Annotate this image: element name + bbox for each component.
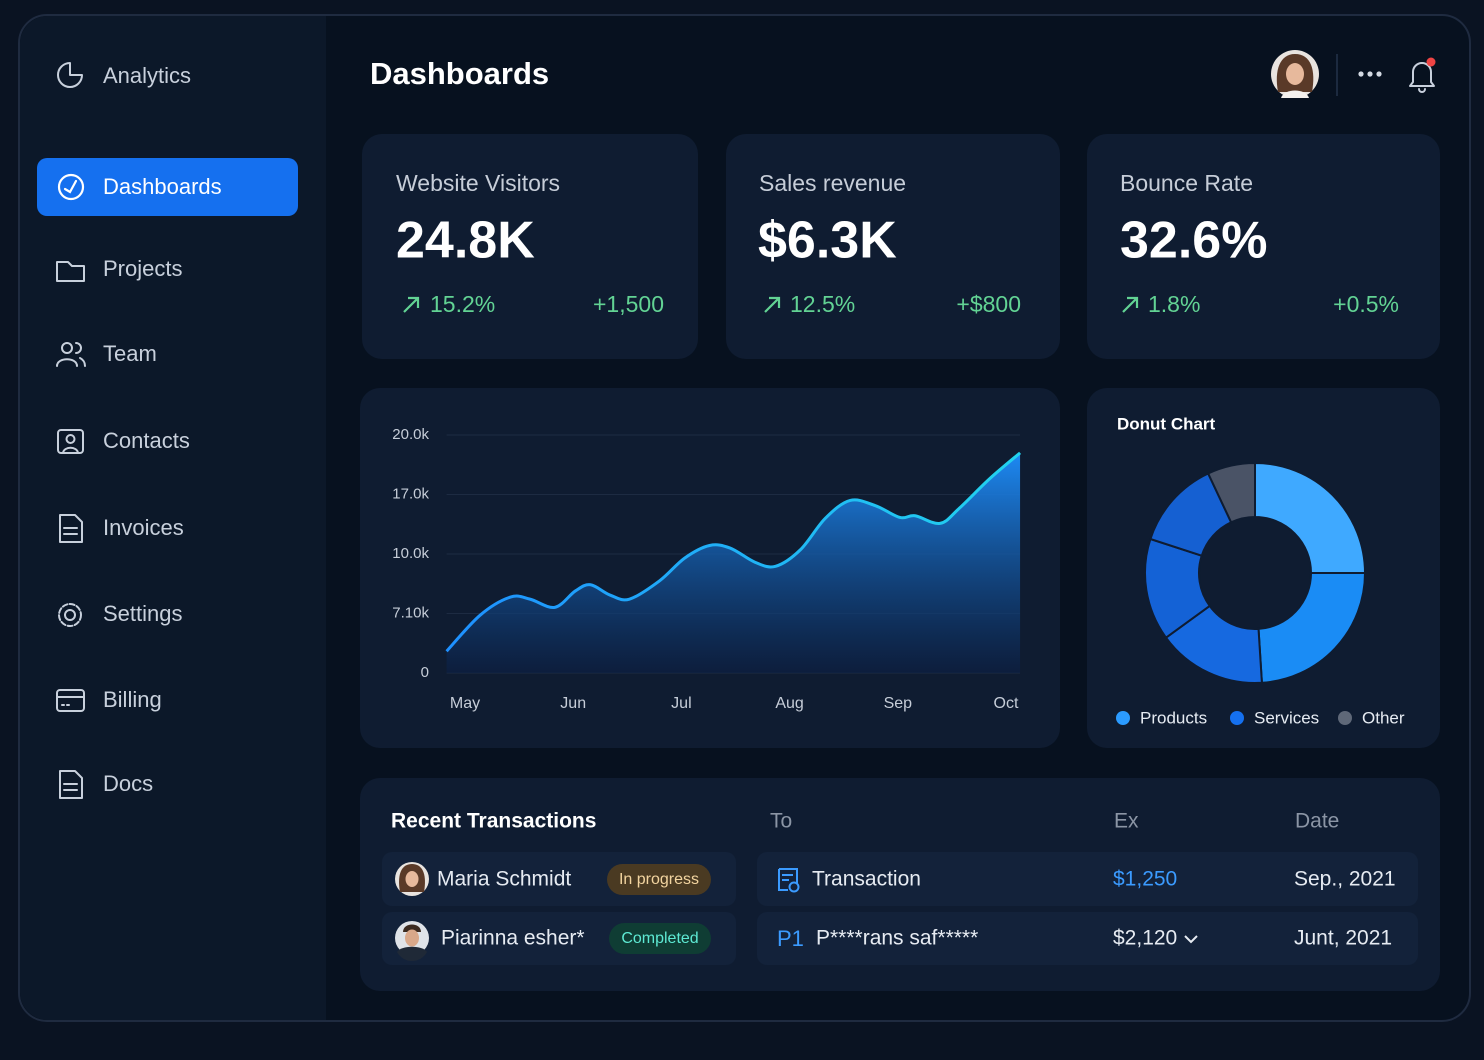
nav-item[interactable]: Projects bbox=[56, 256, 182, 282]
x-tick-label: Jul bbox=[671, 695, 691, 712]
y-tick-label: 0 bbox=[421, 664, 429, 681]
more-button[interactable] bbox=[1358, 71, 1382, 77]
kpi-label: Bounce Rate bbox=[1120, 170, 1253, 196]
legend-swatch bbox=[1116, 711, 1130, 725]
page-title: Dashboards bbox=[370, 56, 549, 91]
row-date: Junt, 2021 bbox=[1294, 927, 1392, 950]
kpi-value: 32.6% bbox=[1120, 212, 1267, 270]
status-badge: In progress bbox=[619, 871, 699, 888]
kpi-card: Sales revenue $6.3K 12.5% +$800 bbox=[726, 134, 1060, 359]
kpi-delta: +0.5% bbox=[1333, 291, 1399, 317]
row-to: P****rans saf***** bbox=[816, 927, 978, 950]
nav-label: Docs bbox=[103, 771, 153, 796]
kpi-delta: +1,500 bbox=[593, 291, 664, 317]
row-name: Maria Schmidt bbox=[437, 868, 571, 891]
row-amount: $1,250 bbox=[1113, 868, 1177, 891]
legend-label: Products bbox=[1140, 708, 1207, 727]
kpi-label: Website Visitors bbox=[396, 170, 560, 196]
dropdown-chevron[interactable] bbox=[1184, 935, 1198, 944]
y-tick-label: 10.0k bbox=[392, 545, 429, 562]
nav-item[interactable]: Contacts bbox=[57, 428, 190, 454]
sidebar bbox=[19, 16, 326, 1020]
column-header: Ex bbox=[1114, 810, 1139, 833]
row-icon: P1 bbox=[777, 926, 804, 951]
brand: Analytics bbox=[57, 62, 191, 88]
legend-label: Services bbox=[1254, 708, 1319, 727]
area-fill bbox=[446, 452, 1021, 673]
brand-label: Analytics bbox=[103, 63, 191, 88]
kpi-card: Website Visitors 24.8K 15.2% +1,500 bbox=[362, 134, 698, 359]
y-tick-label: 20.0k bbox=[392, 426, 429, 443]
nav-active-bg bbox=[37, 158, 298, 216]
nav-item[interactable]: Settings bbox=[58, 601, 183, 627]
x-tick-label: Jun bbox=[560, 695, 586, 712]
x-tick-label: Aug bbox=[775, 695, 803, 712]
column-header: To bbox=[770, 810, 792, 833]
column-header: Date bbox=[1295, 810, 1339, 833]
row-name: Piarinna esher* bbox=[441, 927, 585, 950]
kpi-value: $6.3K bbox=[758, 212, 897, 270]
x-tick-label: May bbox=[450, 695, 480, 712]
nav-item[interactable]: Docs bbox=[59, 770, 153, 799]
legend-swatch bbox=[1230, 711, 1244, 725]
donut-segment bbox=[1257, 572, 1367, 684]
nav-item[interactable]: Invoices bbox=[59, 514, 184, 543]
legend-label: Other bbox=[1362, 708, 1405, 727]
nav-label: Invoices bbox=[103, 515, 184, 540]
nav-label: Contacts bbox=[103, 428, 190, 453]
donut-segment bbox=[1254, 461, 1367, 574]
kpi-value: 24.8K bbox=[396, 212, 535, 270]
nav-label: Dashboards bbox=[103, 174, 222, 199]
donut-segment bbox=[1206, 461, 1256, 524]
row-amount: $2,120 bbox=[1113, 927, 1177, 950]
kpi-change: 15.2% bbox=[430, 291, 495, 317]
donut-chart: Products Services Other bbox=[1116, 461, 1405, 727]
user-avatar[interactable] bbox=[1271, 50, 1319, 98]
transactions-title: Recent Transactions bbox=[391, 810, 596, 833]
nav-item[interactable]: Billing bbox=[56, 687, 162, 712]
y-tick-label: 17.0k bbox=[392, 485, 429, 502]
row-to: Transaction bbox=[812, 868, 921, 891]
x-tick-label: Sep bbox=[884, 695, 913, 712]
x-tick-label: Oct bbox=[994, 695, 1019, 712]
area-chart: 20.0k 17.0k 10.0k 7.10k 0 May Jun Jul Aug Sep Oct bbox=[392, 426, 1022, 712]
kpi-change: 1.8% bbox=[1148, 291, 1200, 317]
kpi-change: 12.5% bbox=[790, 291, 855, 317]
nav-label: Projects bbox=[103, 256, 182, 281]
y-tick-label: 7.10k bbox=[392, 604, 429, 621]
kpi-label: Sales revenue bbox=[759, 170, 906, 196]
donut-chart-card bbox=[1087, 388, 1440, 748]
nav-label: Team bbox=[103, 341, 157, 366]
notifications-button[interactable] bbox=[1409, 57, 1436, 93]
legend-swatch bbox=[1338, 711, 1352, 725]
transaction-row[interactable]: Piarinna esher* Completed P1 P****rans s… bbox=[382, 912, 1418, 965]
area-line bbox=[445, 451, 1022, 653]
row-date: Sep., 2021 bbox=[1294, 868, 1396, 891]
nav-label: Settings bbox=[103, 601, 183, 626]
kpi-delta: +$800 bbox=[956, 291, 1021, 317]
nav-label: Billing bbox=[103, 687, 162, 712]
kpi-card: Bounce Rate 32.6% 1.8% +0.5% bbox=[1087, 134, 1440, 359]
nav-item[interactable]: Team bbox=[56, 341, 157, 367]
donut-title: Donut Chart bbox=[1117, 414, 1216, 433]
status-badge: Completed bbox=[621, 930, 698, 947]
nav-item[interactable]: Dashboards bbox=[37, 158, 298, 216]
transaction-row[interactable]: Maria Schmidt In progress Transaction $1… bbox=[382, 852, 1418, 906]
